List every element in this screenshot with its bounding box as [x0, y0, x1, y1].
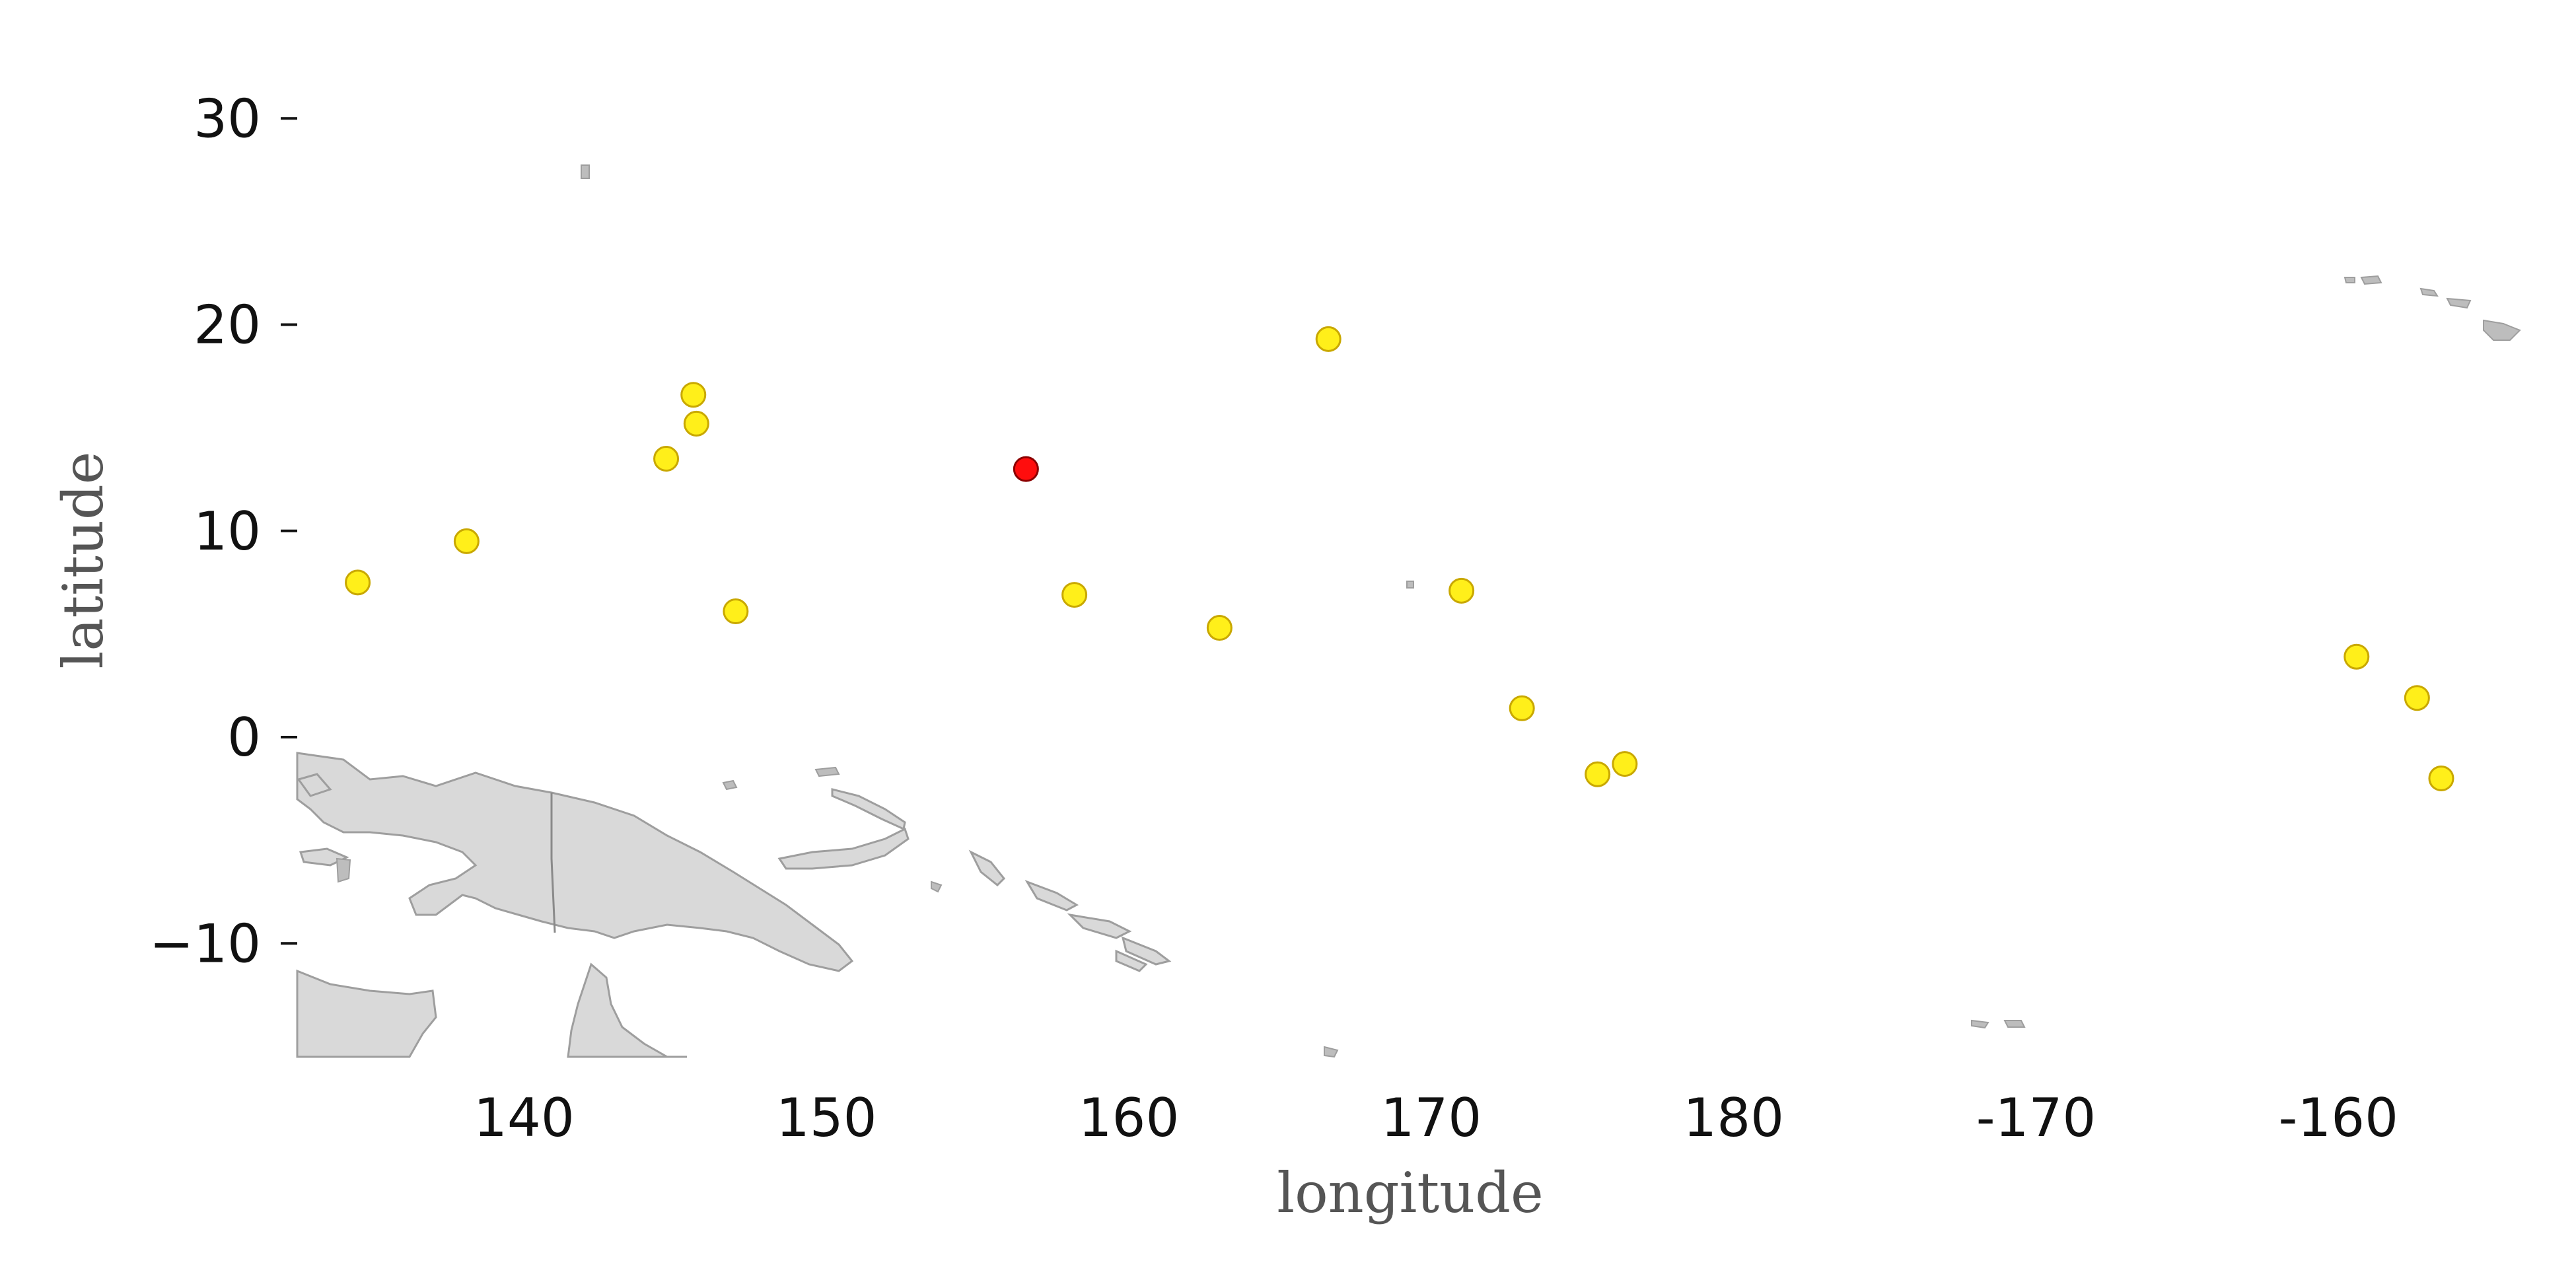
basemap	[296, 164, 2521, 1058]
location-marker	[1509, 695, 1535, 721]
location-marker	[2404, 685, 2430, 711]
indonesia-png-border	[550, 793, 556, 933]
y-tick-label: 10	[194, 501, 261, 562]
location-marker	[453, 528, 480, 554]
northern-australia-land	[296, 969, 437, 1058]
solomon-isles-land	[1024, 880, 1172, 972]
halmahera-land	[297, 773, 332, 797]
location-marker	[1315, 326, 1342, 352]
x-axis-title: longitude	[1277, 1161, 1544, 1225]
location-marker	[2343, 643, 2370, 670]
location-marker	[1449, 577, 1475, 604]
y-tick-label: 20	[194, 295, 261, 356]
x-tick-label: 140	[474, 1087, 575, 1149]
x-tick-label: 160	[1079, 1087, 1180, 1149]
axes: 140 150 160 170 180 -170 -160 30 20 10 0 −10 longi…	[51, 88, 2398, 1225]
x-tick-label: 150	[776, 1087, 877, 1149]
y-tick-label: 30	[194, 88, 261, 149]
point-markers	[345, 326, 2454, 791]
y-axis-ticks: 30 20 10 0 −10	[149, 88, 297, 974]
location-marker	[345, 569, 371, 596]
x-axis-ticks: 140 150 160 170 180 -170 -160	[474, 1087, 2398, 1149]
location-marker	[2428, 765, 2454, 791]
new-guinea-land	[296, 752, 854, 972]
location-marker	[1585, 761, 1611, 787]
new-britain-land	[777, 827, 910, 870]
new-ireland-land	[831, 788, 906, 831]
y-tick-label: 0	[227, 707, 261, 768]
y-axis-title: latitude	[51, 452, 116, 669]
scattered-islands	[336, 164, 2521, 1058]
x-tick-label: 170	[1380, 1087, 1482, 1149]
highlighted-location-marker	[1013, 456, 1039, 482]
y-tick-label: −10	[149, 913, 261, 974]
location-marker	[1206, 615, 1233, 641]
location-marker	[723, 598, 749, 625]
location-marker	[1612, 751, 1638, 777]
location-marker	[683, 410, 709, 437]
location-marker	[680, 382, 707, 408]
x-tick-label: -170	[1976, 1087, 2096, 1149]
location-marker	[1061, 582, 1088, 608]
x-tick-label: 180	[1683, 1087, 1784, 1149]
cape-york-land	[567, 962, 687, 1058]
x-tick-label: -160	[2279, 1087, 2399, 1149]
bougainville-land	[968, 849, 1006, 887]
location-marker	[653, 445, 680, 472]
